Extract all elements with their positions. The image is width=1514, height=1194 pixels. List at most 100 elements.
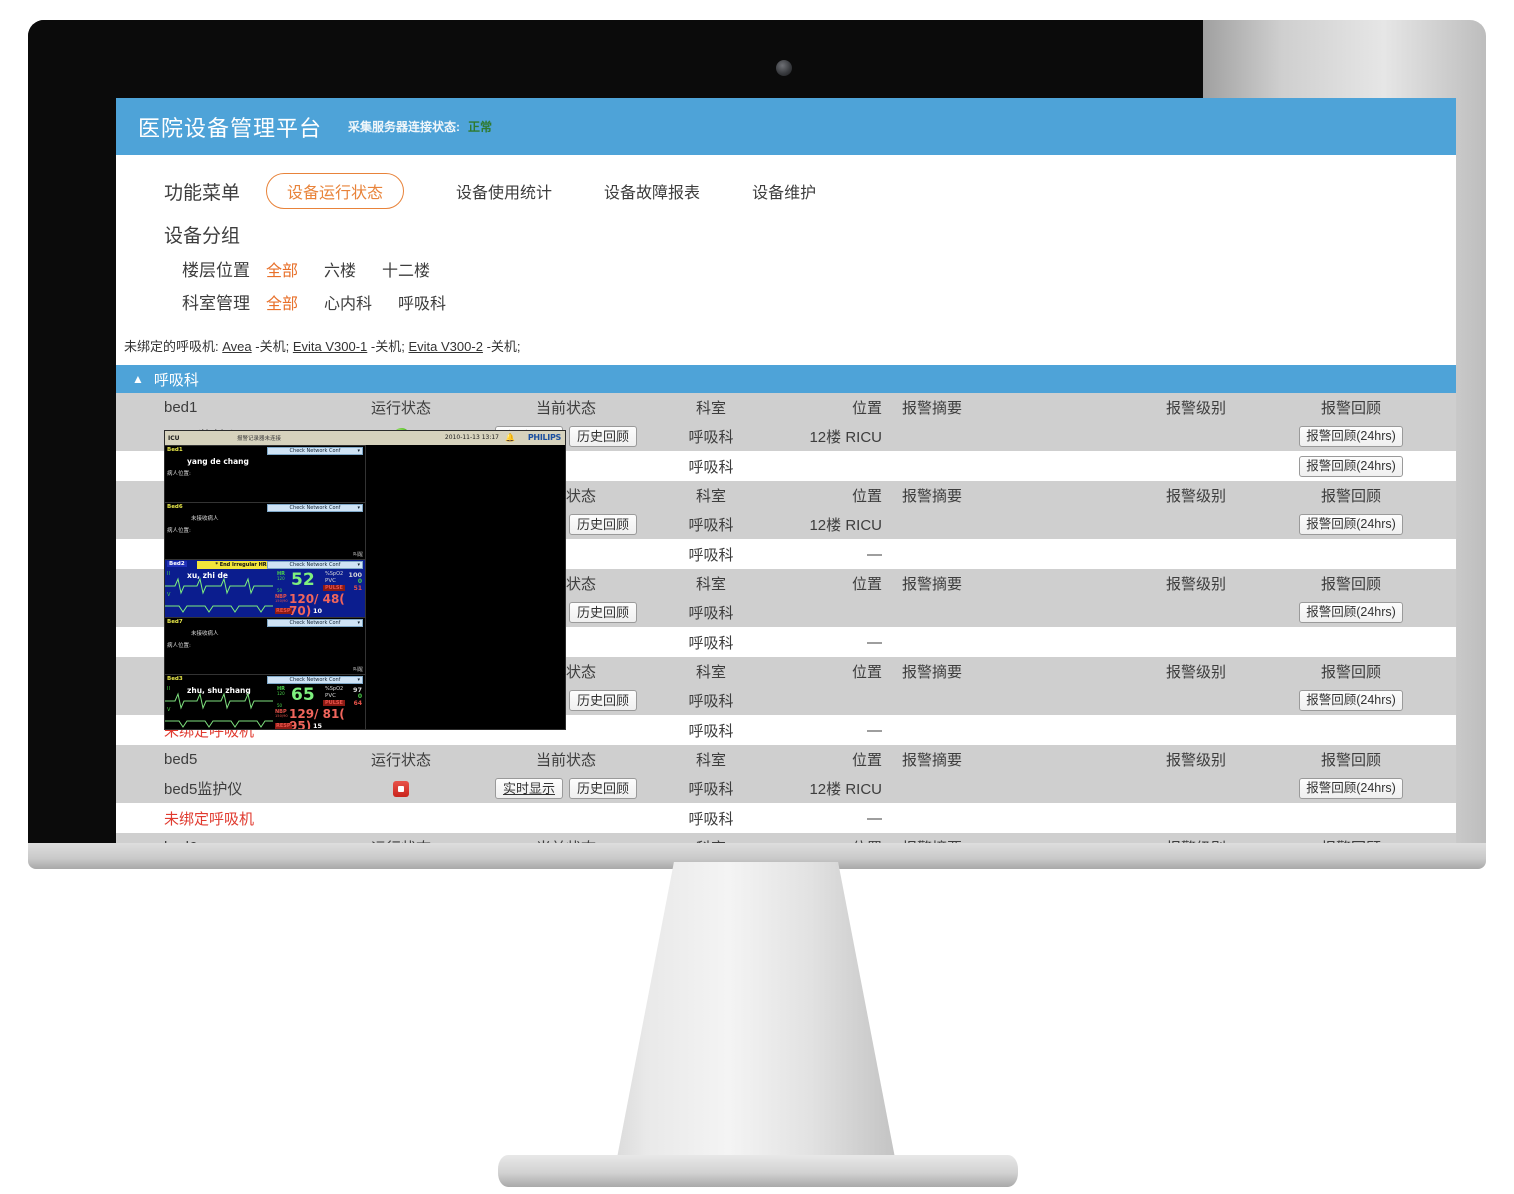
ecg-waveform: [165, 692, 273, 728]
history-review-button[interactable]: 历史回顾: [569, 602, 638, 623]
philips-pulse-value: 51: [353, 585, 362, 593]
filter-floor-all[interactable]: 全部: [266, 262, 299, 280]
philips-bed-label: Bed3: [167, 675, 183, 682]
tab-device-usage-stats[interactable]: 设备使用统计: [456, 185, 553, 202]
philips-patient-name: yang de chang: [187, 457, 249, 466]
webcam-icon: [776, 60, 792, 76]
col-department: 科室: [695, 400, 726, 417]
philips-nbp-label: NBP: [275, 594, 287, 601]
cell-department: 呼吸科: [688, 517, 734, 534]
chevron-down-icon[interactable]: ▾: [357, 448, 360, 454]
philips-network-conf-dropdown[interactable]: Check Network Conf ▾: [267, 675, 363, 684]
philips-bed-tile[interactable]: Bed1 Check Network Conf ▾ yang de chang 病人位置…: [165, 445, 366, 503]
philips-bed-tile[interactable]: Bed6 Check Network Conf ▾ 未接收病人 病人位置: 叫醒: [165, 502, 366, 560]
philips-monitor-screenshot[interactable]: ICU 报警记录器未连接 2010-11-13 13:17 🔔 PHILIPS …: [164, 430, 566, 730]
unbound-prefix: 未绑定的呼吸机:: [124, 339, 219, 354]
department-collapse-bar[interactable]: ▲ 呼吸科: [116, 365, 1456, 393]
philips-hr-lower-limit: 50: [277, 702, 283, 708]
screen-viewport: 医院设备管理平台 采集服务器连接状态: 正常 功能菜单 设备运行状态 设备使用统…: [116, 98, 1456, 864]
philips-bed-tile[interactable]: Bed3 Check Network Conf ▾ zhu, shu zhang II V…: [165, 673, 366, 730]
bed-label: bed1: [164, 399, 198, 416]
monitor-stand-base: [498, 1155, 1018, 1187]
philips-hr-upper-limit: 120: [277, 576, 285, 582]
chevron-down-icon[interactable]: ▾: [357, 619, 360, 626]
device-name: bed5监护仪: [164, 781, 243, 798]
history-review-button[interactable]: 历史回顾: [569, 514, 638, 535]
cell-department: 呼吸科: [688, 429, 734, 446]
filter-floor-12f[interactable]: 十二楼: [382, 262, 431, 280]
tab-device-fault-report[interactable]: 设备故障报表: [604, 185, 701, 202]
tab-device-maintenance[interactable]: 设备维护: [752, 185, 817, 202]
cell-department: 呼吸科: [688, 722, 734, 740]
chevron-down-icon[interactable]: ▾: [357, 505, 360, 512]
alarm-review-24hrs-button[interactable]: 报警回顾(24hrs): [1299, 778, 1403, 799]
philips-wake-label: 叫醒: [352, 666, 363, 673]
philips-network-conf-dropdown[interactable]: Check Network Conf ▾: [267, 618, 363, 627]
col-alarm-review: 报警回顾: [1320, 576, 1381, 593]
cell-department: 呼吸科: [688, 634, 734, 652]
philips-network-conf-dropdown[interactable]: Check Network Conf ▾: [267, 504, 363, 513]
function-menu: 功能菜单 设备运行状态 设备使用统计 设备故障报表 设备维护: [116, 155, 1456, 209]
col-department: 科室: [695, 488, 726, 505]
col-alarm-summary: 报警摘要: [902, 752, 963, 769]
philips-nbp-value: 129/ 81( 95): [289, 706, 345, 730]
philips-datetime: 2010-11-13 13:17: [444, 434, 499, 441]
philips-nbp-limit: 150/90: [275, 713, 288, 718]
philips-pvc-label: PVC: [325, 692, 336, 699]
col-current-status: 当前状态: [535, 400, 596, 417]
alarm-review-24hrs-button[interactable]: 报警回顾(24hrs): [1299, 514, 1403, 535]
app-header: 医院设备管理平台 采集服务器连接状态: 正常: [116, 98, 1456, 155]
philips-no-patient-label: 未接收病人: [191, 516, 219, 523]
col-department: 科室: [695, 664, 726, 681]
philips-patient-location-label: 病人位置:: [167, 642, 191, 649]
philips-patient-location-label: 病人位置:: [167, 471, 191, 477]
col-alarm-review: 报警回顾: [1320, 488, 1381, 505]
filter-label-floor: 楼层位置: [182, 261, 250, 280]
cell-department: 呼吸科: [688, 605, 734, 622]
philips-spo2-value: 97: [352, 685, 362, 694]
alarm-review-24hrs-button[interactable]: 报警回顾(24hrs): [1299, 602, 1403, 623]
philips-hr-lower-limit: 50: [277, 588, 283, 594]
philips-pvc-value: 0: [357, 578, 362, 586]
filter-row-floor: 楼层位置 全部 六楼 十二楼: [116, 248, 1456, 281]
page-title: 医院设备管理平台: [138, 115, 323, 141]
philips-network-conf-dropdown[interactable]: Check Network Conf ▾: [267, 561, 363, 570]
chevron-down-icon[interactable]: ▾: [357, 676, 360, 683]
unbound-link-evita-v300-2[interactable]: Evita V300-2: [408, 339, 483, 354]
philips-nbp-label: NBP: [275, 708, 287, 715]
col-location: 位置: [851, 752, 882, 769]
server-status: 采集服务器连接状态: 正常: [348, 118, 492, 135]
filter-dept-cardiology[interactable]: 心内科: [324, 295, 373, 313]
col-department: 科室: [695, 752, 726, 769]
philips-bed-tile[interactable]: Bed7 Check Network Conf ▾ 未接收病人 病人位置: 叫醒: [165, 616, 366, 674]
col-department: 科室: [695, 576, 726, 593]
philips-topbar: ICU 报警记录器未连接 2010-11-13 13:17 🔔 PHILIPS: [165, 431, 565, 445]
alarm-review-24hrs-button[interactable]: 报警回顾(24hrs): [1299, 455, 1403, 477]
alarm-review-24hrs-button[interactable]: 报警回顾(24hrs): [1299, 690, 1403, 711]
tab-device-run-status[interactable]: 设备运行状态: [266, 173, 405, 209]
history-review-button[interactable]: 历史回顾: [569, 778, 638, 799]
unbound-state-evita-v300-1: -关机;: [370, 339, 405, 354]
filter-dept-respiratory[interactable]: 呼吸科: [398, 295, 447, 313]
cell-location: —: [867, 633, 882, 651]
filter-dept-all[interactable]: 全部: [266, 295, 299, 313]
realtime-display-button[interactable]: 实时显示: [494, 778, 563, 799]
col-location: 位置: [851, 664, 882, 681]
philips-patient-name: xu, zhi de: [187, 571, 228, 581]
cell-location: 12楼 RICU: [809, 429, 882, 446]
chevron-down-icon[interactable]: ▾: [357, 562, 360, 569]
filter-floor-6f[interactable]: 六楼: [324, 262, 357, 280]
chevron-up-icon[interactable]: ▲: [132, 372, 144, 386]
unbound-link-avea[interactable]: Avea: [222, 339, 252, 354]
history-review-button[interactable]: 历史回顾: [569, 690, 638, 711]
history-review-button[interactable]: 历史回顾: [569, 426, 638, 447]
philips-patient-name: zhu, shu zhang: [187, 685, 251, 695]
alarm-review-24hrs-button[interactable]: 报警回顾(24hrs): [1299, 426, 1403, 447]
philips-network-conf-dropdown[interactable]: Check Network Conf ▾: [267, 447, 363, 455]
unbound-link-evita-v300-1[interactable]: Evita V300-1: [292, 339, 368, 354]
col-current-status: 当前状态: [535, 752, 596, 769]
philips-bed-tile[interactable]: Bed2 * End Irregular HR Check Network Conf…: [165, 559, 366, 617]
philips-bed-label: Bed1: [167, 447, 183, 453]
philips-resp-label: RESP: [275, 722, 292, 729]
col-alarm-summary: 报警摘要: [902, 576, 963, 593]
